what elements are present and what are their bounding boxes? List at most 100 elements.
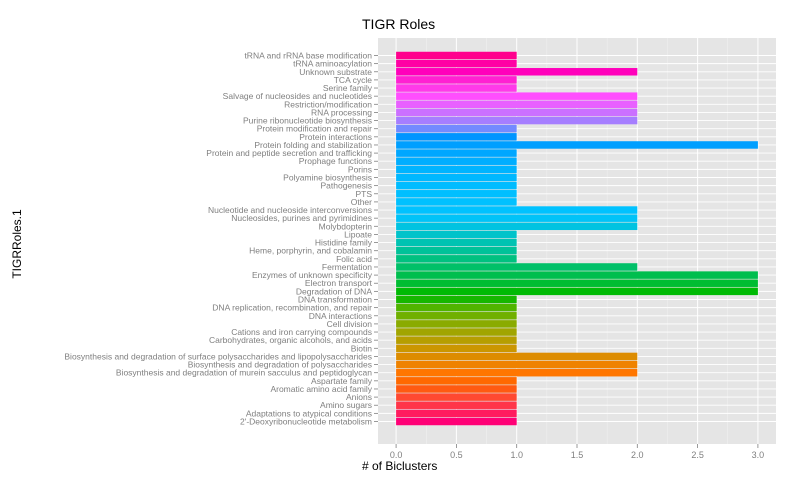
bar (396, 255, 517, 263)
bar (396, 360, 638, 369)
bar (396, 271, 758, 279)
y-tick-label: Protein modification and repair (257, 124, 372, 134)
y-tick-label: TCA cycle (334, 75, 373, 85)
bar (396, 124, 517, 133)
bar (396, 116, 638, 125)
y-tick-label: DNA interactions (309, 311, 372, 321)
bar (396, 76, 517, 84)
y-tick-label: Cations and iron carrying compounds (231, 327, 372, 337)
y-tick-label: Enzymes of unknown specificity (252, 270, 373, 280)
y-tick-label: Cell division (327, 319, 373, 329)
bar (396, 328, 517, 336)
bar (396, 263, 638, 271)
y-tick-label: Biotin (351, 343, 373, 353)
y-axis-ticks: 2'-Deoxyribonucleotide metabolismAdaptat… (64, 51, 378, 427)
bar (396, 68, 638, 76)
x-axis-ticks: 0.0 0.5 1.0 1.5 2.0 2.5 3.0 (390, 444, 764, 460)
y-tick-label: RNA processing (311, 107, 372, 117)
x-tick-label: 3.0 (752, 450, 765, 460)
y-tick-label: Aromatic amino acid family (270, 384, 372, 394)
y-tick-label: Protein and peptide secretion and traffi… (206, 148, 372, 158)
bar (396, 133, 517, 141)
bar (396, 222, 638, 231)
y-tick-label: Biosynthesis and degradation of murein s… (116, 368, 372, 378)
y-tick-label: Aspartate family (311, 376, 373, 386)
bar (396, 417, 517, 426)
bar (396, 295, 517, 304)
bar (396, 287, 758, 296)
y-tick-label: Histidine family (315, 238, 373, 248)
bar (396, 368, 638, 377)
y-tick-label: Lipoate (344, 229, 372, 239)
y-tick-label: Fermentation (322, 262, 372, 272)
bar (396, 344, 517, 353)
y-tick-label: DNA transformation (298, 295, 372, 305)
bar (396, 51, 517, 60)
bar (396, 214, 638, 222)
bar (396, 401, 517, 409)
x-axis-title: # of Biclusters (362, 459, 437, 473)
x-tick-label: 1.0 (510, 450, 523, 460)
y-tick-label: Amino sugars (320, 400, 372, 410)
y-tick-label: Porins (348, 164, 372, 174)
y-tick-label: Biosynthesis and degradation of surface … (64, 351, 372, 361)
bar (396, 385, 517, 393)
bar (396, 279, 758, 287)
bar (396, 409, 517, 418)
x-tick-label: 1.5 (571, 450, 584, 460)
y-tick-label: Serine family (323, 83, 373, 93)
bar (396, 92, 638, 100)
x-tick-label: 2.5 (691, 450, 704, 460)
y-tick-label: Protein folding and stabilization (254, 140, 372, 150)
y-tick-label: Pathogenesis (320, 181, 372, 191)
bar (396, 173, 517, 182)
bar (396, 165, 517, 174)
bar (396, 84, 517, 92)
x-tick-label: 0.0 (390, 450, 403, 460)
bar (396, 312, 517, 320)
y-tick-label: Polyamine biosynthesis (283, 173, 372, 183)
y-tick-label: Carbohydrates, organic alcohols, and aci… (209, 335, 372, 345)
y-tick-label: tRNA and rRNA base modification (244, 51, 372, 61)
y-tick-label: PTS (355, 189, 372, 199)
bar (396, 352, 638, 361)
bar (396, 393, 517, 401)
bar (396, 336, 517, 344)
bar (396, 377, 517, 385)
bar (396, 157, 517, 165)
y-tick-label: Nucleotide and nucleoside interconversio… (208, 205, 372, 215)
y-tick-label: Anions (346, 392, 372, 402)
y-tick-label: Protein interactions (299, 132, 372, 142)
y-axis-title: TIGRRoles.1 (10, 209, 24, 279)
y-tick-label: 2'-Deoxyribonucleotide metabolism (240, 417, 372, 427)
bar (396, 190, 517, 198)
bar (396, 149, 517, 157)
y-tick-label: Nucleosides, purines and pyrimidines (231, 213, 372, 223)
bar (396, 108, 638, 117)
bar (396, 320, 517, 328)
bar (396, 198, 517, 206)
bars (396, 51, 758, 426)
y-tick-label: Biosynthesis and degradation of polysacc… (188, 360, 372, 370)
y-tick-label: Folic acid (336, 254, 372, 264)
y-tick-label: Salvage of nucleosides and nucleotides (223, 91, 372, 101)
y-tick-label: Other (351, 197, 372, 207)
bar (396, 100, 638, 109)
bar (396, 181, 517, 190)
y-tick-label: Prophage functions (299, 156, 372, 166)
bar (396, 246, 517, 255)
bar (396, 59, 517, 68)
y-tick-label: Unknown substrate (299, 67, 372, 77)
y-tick-label: Purine ribonucleotide biosynthesis (243, 116, 372, 126)
y-tick-label: Degradation of DNA (296, 286, 372, 296)
x-tick-label: 2.0 (631, 450, 644, 460)
y-tick-label: tRNA aminoacylation (293, 59, 372, 69)
bar (396, 238, 517, 247)
y-tick-label: Molybdopterin (319, 221, 373, 231)
bar (396, 303, 517, 312)
y-tick-label: Heme, porphyrin, and cobalamin (249, 246, 372, 256)
bar (396, 141, 758, 149)
chart-title: TIGR Roles (362, 16, 435, 32)
y-tick-label: Restriction/modification (284, 99, 372, 109)
